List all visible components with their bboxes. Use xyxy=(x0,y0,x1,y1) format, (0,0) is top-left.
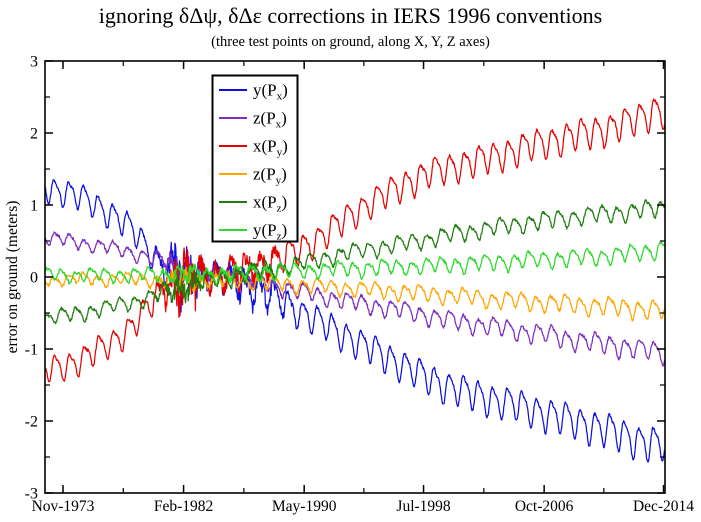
x-tick-label: Oct-2006 xyxy=(515,498,574,515)
series-group xyxy=(45,98,665,463)
legend-item: y(Px) xyxy=(219,81,288,103)
legend-box xyxy=(211,74,299,243)
legend-item: z(Px) xyxy=(219,109,287,131)
y-tick-label: -2 xyxy=(25,414,38,431)
series-line-x(Py) xyxy=(45,98,665,383)
legend-label: z(Px) xyxy=(253,109,287,131)
legend-label: x(Py) xyxy=(253,137,288,159)
x-tick-label: May-1990 xyxy=(272,498,337,515)
chart-subtitle: (three test points on ground, along X, Y… xyxy=(211,34,490,50)
series-line-x(Pz) xyxy=(45,198,665,325)
legend-label: y(Px) xyxy=(253,81,288,103)
y-tick-label: -3 xyxy=(25,486,38,503)
legend: y(Px) z(Px) x(Py) z(Py) x(Pz) y(Pz) xyxy=(211,74,299,243)
x-tick-label: Nov-1973 xyxy=(32,498,95,515)
legend-item: x(Py) xyxy=(219,137,288,159)
legend-label: x(Pz) xyxy=(253,193,287,215)
legend-label: y(Pz) xyxy=(253,221,287,243)
series-line-z(Px) xyxy=(45,231,665,367)
legend-item: y(Pz) xyxy=(219,221,287,243)
x-tick-label: Feb-1982 xyxy=(154,498,213,515)
legend-item: x(Pz) xyxy=(219,193,287,215)
legend-item: z(Py) xyxy=(219,165,287,187)
axes-group: -3 -2 -1 0 1 2 3 Nov-1973 Feb-1982 May-1990 Jul-19… xyxy=(25,54,695,516)
y-tick-label: 0 xyxy=(30,270,38,287)
y-axis-label: error on ground (meters) xyxy=(4,200,21,354)
series-line-y(Pz) xyxy=(45,241,665,285)
series-line-z(Py) xyxy=(45,266,665,322)
y-tick-label: 2 xyxy=(30,126,38,143)
chart-title: ignoring δΔψ, δΔε corrections in IERS 19… xyxy=(98,3,603,28)
y-tick-label: 1 xyxy=(30,198,38,215)
legend-label: z(Py) xyxy=(253,165,287,187)
x-tick-label: Jul-1998 xyxy=(396,498,451,515)
x-tick-label: Dec-2014 xyxy=(633,498,694,515)
y-tick-label: 3 xyxy=(30,54,38,71)
y-tick-label: -1 xyxy=(25,342,38,359)
series-line-y(Px) xyxy=(45,179,665,463)
